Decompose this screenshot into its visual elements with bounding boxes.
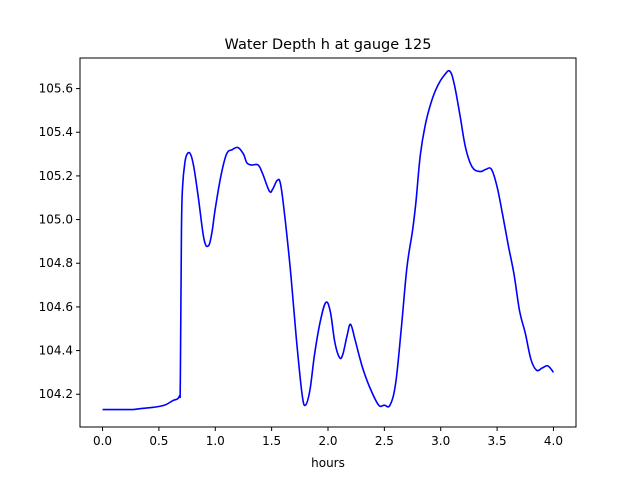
y-tick-label: 104.6 — [39, 300, 73, 314]
chart-title: Water Depth h at gauge 125 — [225, 37, 432, 53]
x-tick-label: 1.0 — [206, 434, 225, 448]
y-tick-label: 105.6 — [39, 82, 73, 96]
y-axis: 104.2 104.4 104.6 104.8 105.0 105.2 105.4 105.6 — [39, 82, 80, 401]
x-tick-label: 4.0 — [544, 434, 563, 448]
x-tick-label: 0.0 — [93, 434, 112, 448]
x-tick-label: 3.5 — [488, 434, 507, 448]
y-tick-label: 104.4 — [39, 344, 73, 358]
y-tick-label: 105.2 — [39, 169, 73, 183]
x-tick-label: 1.5 — [262, 434, 281, 448]
y-tick-label: 105.4 — [39, 125, 73, 139]
y-tick-label: 104.8 — [39, 256, 73, 270]
x-tick-label: 0.5 — [149, 434, 168, 448]
water-depth-line — [102, 69, 555, 411]
x-axis-label: hours — [311, 456, 345, 470]
x-tick-label: 2.0 — [318, 434, 337, 448]
x-axis: 0.0 0.5 1.0 1.5 2.0 2.5 3.0 3.5 4.0 — [93, 427, 563, 448]
x-tick-label: 2.5 — [375, 434, 394, 448]
x-tick-label: 3.0 — [431, 434, 450, 448]
series-layer — [102, 69, 555, 411]
y-tick-label: 105.0 — [39, 213, 73, 227]
y-tick-label: 104.2 — [39, 387, 73, 401]
